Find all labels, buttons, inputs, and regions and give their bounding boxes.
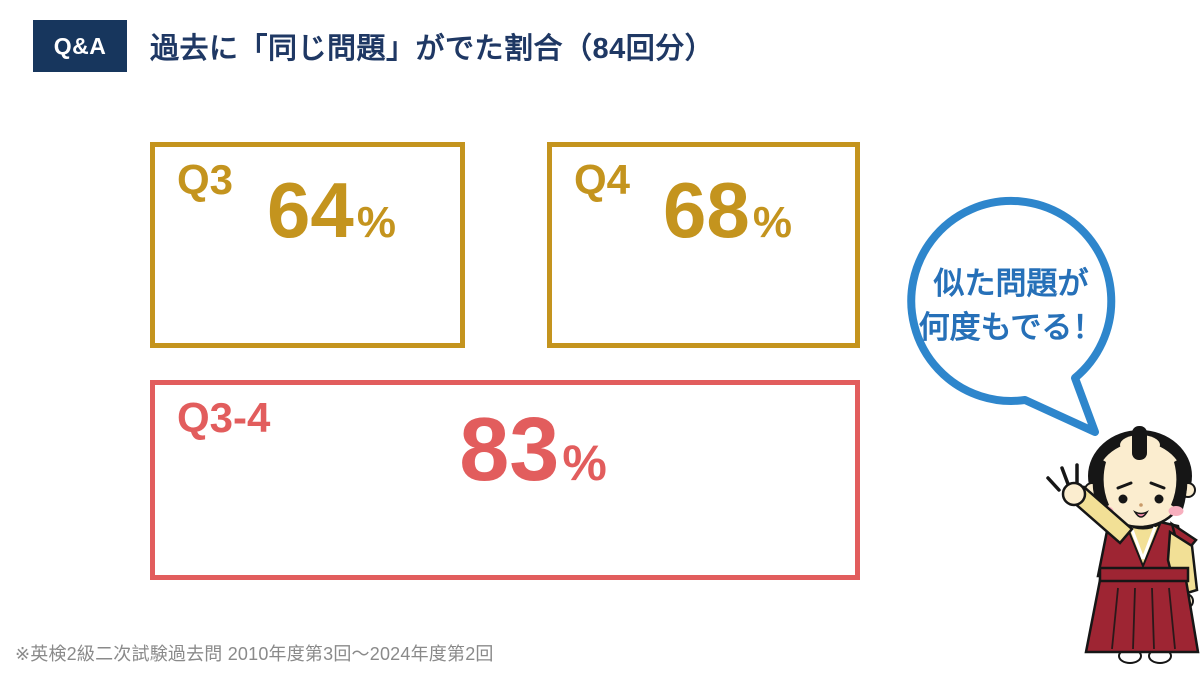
page-title: 過去に「同じ問題」がでた割合（84回分） — [150, 33, 715, 65]
stat-value: 68 — [663, 166, 750, 254]
samurai-character-illustration — [1046, 426, 1200, 664]
footnote: ※英検2級二次試験過去問 2010年度第3回～2024年度第2回 — [15, 644, 494, 664]
character-raised-arm — [1061, 481, 1134, 545]
stat-box-q3-4: Q3-4 83 % — [150, 380, 860, 580]
stat-box-q4-value: 68 % — [615, 171, 792, 343]
stat-box-q3-4-label: Q3-4 — [177, 394, 271, 441]
qa-badge: Q&A — [33, 20, 127, 72]
stat-box-q3-label: Q3 — [177, 156, 234, 203]
stat-box-q3-value: 64 % — [219, 171, 396, 343]
stat-box-q4-label: Q4 — [574, 156, 631, 203]
percent-sign: % — [752, 198, 792, 247]
stat-box-q4: Q4 68 % — [547, 142, 860, 348]
speech-bubble-line2: 何度もでる！ — [918, 310, 1104, 345]
stat-box-q3: Q3 64 % — [150, 142, 465, 348]
percent-sign: % — [562, 435, 607, 491]
percent-sign: % — [356, 198, 396, 247]
stat-value: 83 — [459, 400, 560, 500]
character-head — [1084, 426, 1196, 529]
sparkle-lines-icon — [1046, 463, 1079, 492]
character-body — [1084, 520, 1200, 664]
speech-bubble-icon — [907, 197, 1116, 436]
stat-box-q3-4-value: 83 % — [403, 405, 607, 575]
speech-bubble-line1: 似た問題が — [933, 266, 1089, 301]
stat-value: 64 — [267, 166, 354, 254]
speech-bubble-text: 似た問題が 何度もでる！ — [911, 262, 1111, 350]
